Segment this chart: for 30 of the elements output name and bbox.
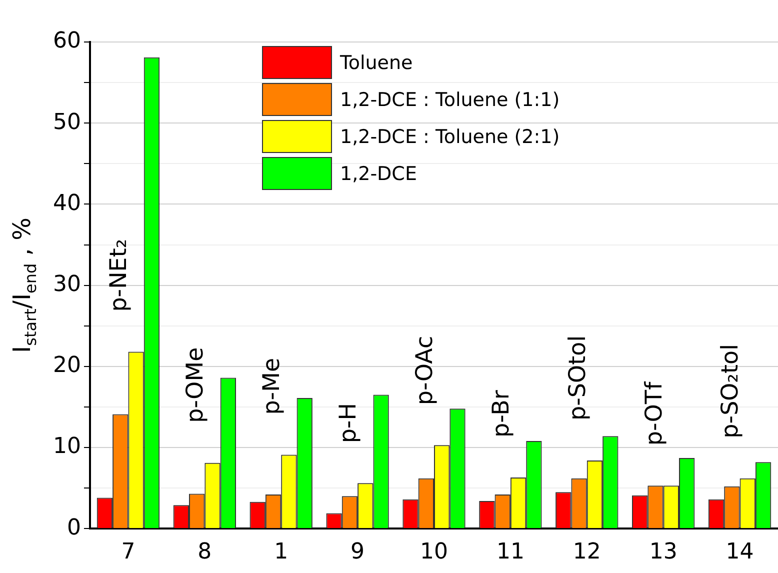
annotation: p-OMe [182,347,209,423]
annotation: p-SOtol [564,335,591,420]
annotation: p-Br [488,390,514,438]
y-tick-label: 60 [52,28,81,54]
legend-label: 1,2-DCE : Toluene (2:1) [340,126,560,148]
y-axis-title: Istart/Iend , % [8,218,40,353]
x-tick-label: 1 [274,540,288,565]
annotation: p-NEt₂ [106,238,132,312]
annotation: p-OTf [641,380,668,446]
y-tick-label: 20 [52,353,81,378]
x-tick-label: 11 [496,540,524,565]
y-tick-label: 30 [52,272,81,298]
x-tick-label: 14 [726,540,754,565]
legend-label: 1,2-DCE [340,162,417,184]
y-tick-label: 10 [52,434,81,460]
x-tick-label: 9 [350,540,365,565]
y-tick-label: 50 [52,110,81,135]
y-tick-label: 40 [52,190,81,216]
x-tick-label: 7 [121,540,136,565]
annotation: p-H [336,402,362,444]
legend-label: 1,2-DCE : Toluene (1:1) [340,88,560,110]
annotation: p-SO₂tol [718,344,744,438]
annotation: p-OAc [412,336,438,406]
legend-label: Toluene [340,52,413,74]
x-tick-label: 13 [649,540,678,565]
annotation: p-Me [259,358,286,415]
x-tick-label: 8 [198,540,212,565]
x-tick-label: 10 [420,540,448,565]
y-tick-label: 0 [66,515,81,540]
x-tick-label: 12 [572,540,601,565]
